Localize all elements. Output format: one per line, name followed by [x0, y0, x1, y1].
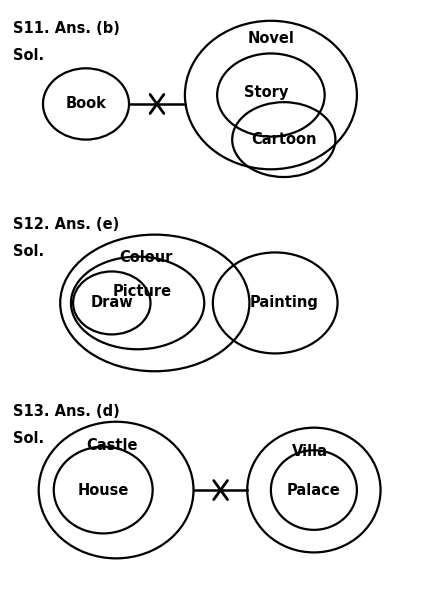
Text: Cartoon: Cartoon [251, 132, 316, 147]
Text: Novel: Novel [247, 31, 295, 46]
Text: Story: Story [244, 84, 289, 100]
Text: S11. Ans. (b): S11. Ans. (b) [13, 21, 120, 36]
Text: Sol.: Sol. [13, 48, 44, 63]
Text: Painting: Painting [249, 295, 318, 311]
Text: Sol.: Sol. [13, 244, 44, 259]
Text: Draw: Draw [90, 295, 133, 311]
Text: S13. Ans. (d): S13. Ans. (d) [13, 404, 120, 419]
Text: Villa: Villa [292, 444, 328, 459]
Text: S12. Ans. (e): S12. Ans. (e) [13, 217, 119, 232]
Text: Picture: Picture [112, 283, 172, 299]
Text: Sol.: Sol. [13, 431, 44, 446]
Text: Castle: Castle [86, 438, 138, 453]
Text: Palace: Palace [287, 482, 341, 498]
Text: Colour: Colour [120, 249, 173, 265]
Text: House: House [77, 482, 129, 498]
Text: Book: Book [65, 96, 107, 112]
